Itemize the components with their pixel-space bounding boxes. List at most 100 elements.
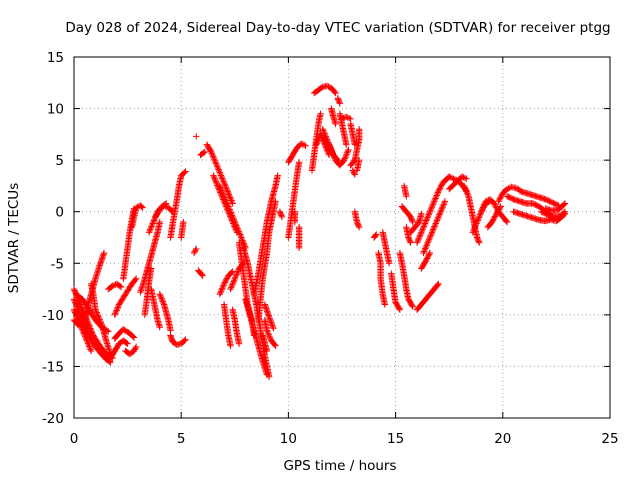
data-point [159, 296, 166, 304]
data-point [415, 236, 422, 243]
data-point [201, 148, 208, 156]
data-point [78, 326, 86, 333]
data-point [427, 205, 435, 212]
data-point [479, 204, 487, 211]
data-point [413, 239, 421, 246]
data-point [100, 249, 108, 257]
data-point [436, 185, 444, 192]
y-axis-label: SDTVAR / TECUs [6, 183, 22, 293]
x-tick-label: 15 [387, 431, 404, 447]
data-point [436, 211, 443, 218]
data-point [431, 223, 438, 230]
data-point [232, 272, 240, 280]
data-point [150, 217, 158, 224]
data-point [434, 189, 442, 196]
data-point [334, 156, 341, 164]
data-point [232, 274, 239, 281]
data-point [230, 220, 237, 227]
data-point [351, 171, 359, 178]
data-point [124, 340, 131, 347]
data-point [343, 141, 350, 148]
data-point [464, 191, 472, 198]
data-point [83, 337, 91, 344]
data-point [472, 223, 479, 230]
data-point [336, 98, 343, 106]
data-point [269, 323, 277, 331]
data-point [211, 156, 218, 163]
data-point [214, 182, 221, 189]
data-point [317, 110, 324, 117]
data-point [181, 169, 188, 176]
data-point [225, 208, 232, 216]
data-point [415, 235, 423, 242]
data-point [73, 301, 80, 309]
data-point [434, 214, 442, 221]
data-point [138, 203, 145, 210]
data-point [429, 227, 436, 235]
data-point [224, 206, 231, 213]
data-point [74, 314, 81, 322]
data-point [490, 216, 497, 223]
data-point [323, 82, 331, 90]
data-point [115, 302, 122, 310]
data-point [200, 149, 207, 156]
data-point [420, 249, 427, 257]
data-point [70, 285, 78, 293]
y-tick-label: -10 [42, 308, 64, 324]
data-point [132, 204, 140, 211]
data-point [295, 244, 303, 252]
data-point [238, 235, 246, 243]
data-point [503, 185, 511, 193]
data-point [93, 309, 100, 316]
plot-border [73, 56, 611, 419]
data-point [372, 232, 379, 239]
data-point [403, 193, 410, 200]
data-point [473, 218, 481, 226]
data-point [503, 217, 510, 225]
data-point [182, 168, 189, 175]
data-point [217, 189, 224, 196]
data-point [93, 310, 101, 318]
data-point [130, 347, 138, 355]
x-tick-label: 0 [70, 431, 79, 447]
data-point [323, 134, 330, 142]
data-point [148, 221, 156, 229]
data-point [123, 339, 130, 347]
data-point [227, 342, 234, 349]
data-point [223, 275, 231, 282]
data-point [132, 276, 139, 283]
data-point [318, 134, 325, 141]
data-point [331, 88, 338, 96]
data-point [333, 155, 341, 163]
data-point [436, 209, 444, 217]
data-point [221, 279, 228, 286]
data-point [328, 148, 336, 156]
data-point [439, 202, 447, 210]
data-point [423, 215, 431, 223]
data-point [241, 243, 249, 250]
data-point [157, 292, 164, 299]
data-point [319, 137, 327, 144]
data-point [132, 275, 140, 282]
data-point [213, 180, 221, 188]
data-point [156, 324, 163, 331]
data-point [426, 209, 433, 217]
data-point [117, 283, 125, 291]
data-point [355, 126, 363, 133]
data-point [425, 211, 432, 218]
data-point [209, 153, 217, 160]
data-point [409, 218, 416, 226]
data-point [433, 218, 440, 226]
x-axis-ticks: 0 5 10 15 20 25 [70, 57, 619, 447]
data-point [156, 218, 163, 226]
data-point [266, 333, 273, 340]
data-point [223, 276, 230, 283]
data-point [271, 341, 278, 348]
data-point [425, 236, 433, 243]
data-point [112, 308, 120, 316]
data-point [265, 313, 273, 321]
data-point [139, 204, 146, 211]
data-point [431, 196, 439, 204]
data-point [222, 182, 229, 189]
data-point [505, 185, 512, 192]
